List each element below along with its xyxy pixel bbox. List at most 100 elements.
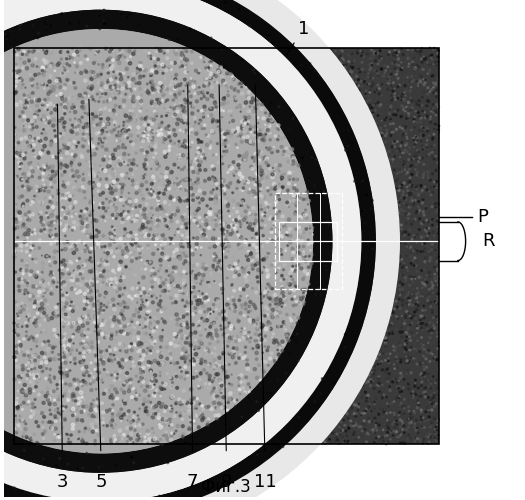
Point — [394, 54, 403, 62]
Point — [206, 104, 215, 112]
Point — [127, 56, 135, 64]
Point — [219, 257, 228, 265]
Point — [117, 188, 125, 196]
Point — [234, 132, 243, 140]
Point — [266, 300, 274, 308]
Point — [302, 258, 310, 266]
Point — [91, 372, 100, 380]
Point — [40, 84, 48, 92]
Point — [41, 104, 50, 112]
Point — [360, 94, 369, 102]
Point — [72, 348, 81, 356]
Point — [201, 111, 209, 119]
Point — [276, 438, 284, 446]
Point — [327, 66, 335, 74]
Point — [2, 411, 10, 419]
Point — [107, 190, 115, 198]
Point — [110, 142, 119, 150]
Point — [30, 430, 39, 438]
Point — [103, 182, 111, 190]
Point — [147, 365, 155, 373]
Point — [298, 418, 306, 426]
Point — [123, 222, 131, 230]
Point — [80, 168, 88, 175]
Point — [194, 106, 203, 114]
Point — [268, 120, 276, 128]
Point — [229, 130, 237, 138]
Point — [147, 350, 155, 358]
Point — [218, 382, 227, 390]
Point — [383, 100, 391, 108]
Point — [319, 279, 327, 287]
Point — [167, 175, 175, 183]
Point — [332, 246, 340, 254]
Point — [142, 319, 151, 327]
Point — [314, 307, 323, 315]
Point — [88, 337, 97, 345]
Point — [72, 436, 80, 444]
Point — [105, 354, 113, 362]
Point — [159, 499, 167, 500]
Point — [72, 365, 81, 373]
Point — [144, 308, 152, 316]
Point — [5, 305, 13, 313]
Point — [135, 218, 144, 226]
Point — [291, 316, 299, 324]
Point — [196, 98, 205, 106]
Point — [187, 114, 196, 122]
Point — [160, 92, 169, 100]
Point — [237, 352, 245, 360]
Point — [23, 144, 31, 152]
Point — [43, 171, 51, 179]
Point — [251, 290, 259, 298]
Point — [126, 252, 134, 260]
Point — [65, 392, 73, 400]
Point — [155, 172, 164, 180]
Point — [260, 256, 269, 264]
Point — [203, 188, 212, 196]
Point — [102, 390, 110, 398]
Point — [298, 194, 306, 202]
Point — [156, 96, 165, 104]
Point — [301, 132, 309, 140]
Point — [300, 385, 308, 393]
Point — [213, 384, 221, 392]
Point — [267, 233, 276, 241]
Point — [196, 296, 204, 304]
Point — [265, 414, 273, 422]
Point — [295, 177, 303, 185]
Point — [131, 292, 139, 300]
Point — [285, 216, 293, 224]
Point — [256, 280, 265, 287]
Point — [185, 258, 194, 266]
Point — [271, 161, 280, 169]
Point — [34, 243, 43, 251]
Point — [171, 160, 179, 168]
Point — [110, 390, 119, 398]
Point — [409, 200, 417, 207]
Point — [98, 129, 106, 137]
Point — [14, 150, 22, 158]
Point — [253, 233, 261, 241]
Point — [196, 132, 204, 140]
Point — [225, 350, 234, 358]
Point — [153, 170, 162, 177]
Point — [331, 432, 339, 440]
Point — [416, 399, 424, 407]
Point — [303, 276, 312, 283]
Point — [124, 320, 133, 328]
Point — [295, 256, 303, 264]
Point — [226, 179, 235, 187]
Point — [286, 308, 295, 316]
Point — [325, 90, 333, 98]
Point — [125, 396, 134, 404]
Point — [364, 378, 373, 386]
Point — [211, 402, 219, 410]
Point — [363, 80, 372, 88]
Point — [61, 204, 70, 212]
Point — [195, 346, 204, 354]
Point — [247, 187, 255, 195]
Point — [18, 50, 27, 58]
Point — [33, 120, 41, 128]
Point — [118, 294, 127, 302]
